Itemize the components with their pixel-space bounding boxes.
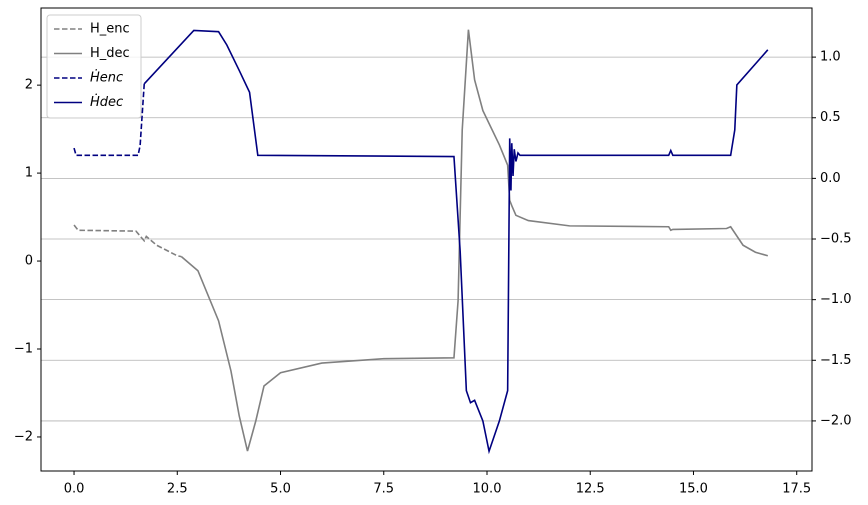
y-tick-label: −1 — [14, 342, 33, 357]
line — [143, 29, 769, 455]
legend-box — [46, 14, 142, 119]
x-tick-label: 5.0 — [270, 482, 291, 497]
x-tick-label: 10.0 — [473, 482, 502, 497]
legend-label: H_dec — [90, 46, 130, 61]
y2-tick-label: 0.5 — [820, 110, 841, 125]
y2-tick-label: 1.0 — [820, 50, 841, 65]
line — [73, 83, 146, 157]
y-tick-label: 0 — [25, 254, 33, 269]
y2-tick-label: −1.5 — [820, 353, 852, 368]
x-tick-label: 7.5 — [373, 482, 394, 497]
plot-frame — [40, 7, 813, 472]
line — [73, 224, 182, 258]
y2-tick-label: −2.0 — [820, 413, 852, 428]
y-tick-label: 2 — [25, 78, 33, 93]
x-tick-label: 0.0 — [64, 482, 85, 497]
legend-label: Ḣdec — [90, 94, 123, 110]
y2-tick-label: −1.0 — [820, 292, 852, 307]
legend: H_enc H_dec Ḣenc Ḣdec — [46, 14, 142, 119]
y2-tick-label: −0.5 — [820, 232, 852, 247]
x-tick-label: 17.5 — [782, 482, 811, 497]
x-tick-label: 2.5 — [167, 482, 188, 497]
y2-tick-label: 0.0 — [820, 171, 841, 186]
line — [180, 29, 769, 452]
y-tick-label: 1 — [25, 166, 33, 181]
y-tick-label: −2 — [14, 429, 33, 444]
legend-label: H_enc — [90, 22, 130, 37]
x-tick-label: 12.5 — [576, 482, 605, 497]
legend-label: Ḣenc — [90, 70, 123, 86]
x-tick-label: 15.0 — [679, 482, 708, 497]
